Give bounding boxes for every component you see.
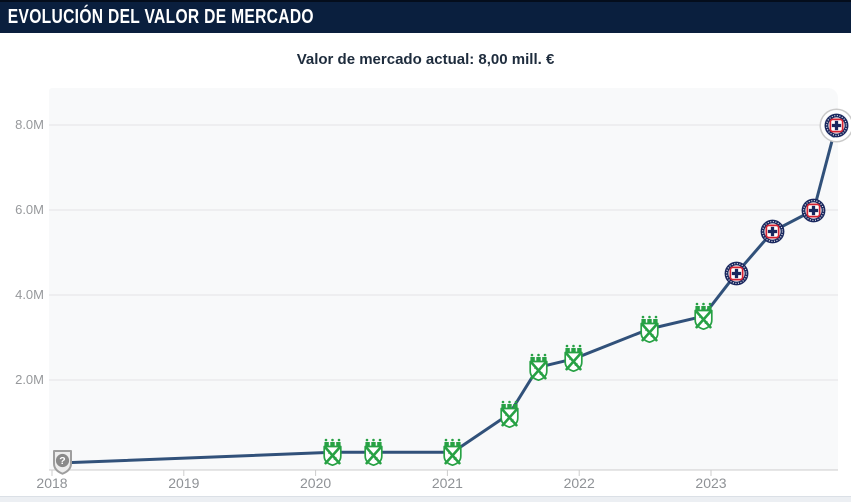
svg-text:A: A	[645, 327, 649, 332]
atletico-nacional-badge-icon: A N	[323, 438, 342, 466]
svg-text:A: A	[369, 450, 373, 455]
atletico-nacional-badge-icon: A N	[364, 438, 383, 466]
svg-text:?: ?	[59, 456, 65, 468]
svg-text:N: N	[334, 456, 337, 461]
y-axis-label: 4.0M	[15, 287, 44, 302]
data-point-unknown-club[interactable]: ?	[51, 449, 74, 476]
data-point-cruz-azul[interactable]	[760, 219, 785, 244]
next-section-edge	[0, 496, 851, 502]
x-axis-label: 2023	[695, 475, 727, 491]
cruz-azul-badge-icon	[760, 219, 785, 244]
data-point-atletico-nacional[interactable]: A N	[499, 400, 520, 429]
unknown-club-badge-icon: ?	[53, 450, 72, 476]
data-point-atletico-nacional[interactable]: A N	[639, 315, 660, 344]
x-axis-label: 2021	[431, 475, 463, 491]
svg-text:N: N	[704, 320, 707, 325]
section-title: EVOLUCIÓN DEL VALOR DE MERCADO	[7, 6, 314, 28]
atletico-nacional-badge-icon: A N	[443, 438, 462, 466]
svg-text:N: N	[650, 333, 653, 338]
data-point-cruz-azul[interactable]	[801, 198, 826, 223]
y-axis-label: 6.0M	[15, 202, 44, 217]
data-point-atletico-nacional[interactable]: A N	[363, 438, 384, 467]
x-axis-label: 2019	[168, 475, 200, 491]
atletico-nacional-badge-icon: A N	[529, 353, 548, 381]
current-market-value-text: Valor de mercado actual: 8,00 mill. €	[296, 51, 555, 68]
x-axis-label: 2018	[36, 475, 68, 491]
market-value-line	[61, 123, 838, 465]
svg-text:A: A	[569, 356, 573, 361]
atletico-nacional-badge-icon: A N	[500, 400, 519, 428]
cruz-azul-badge-icon	[824, 113, 849, 137]
y-axis-label: 8.0M	[15, 117, 44, 132]
atletico-nacional-badge-icon: A N	[564, 344, 584, 373]
svg-text:A: A	[534, 365, 538, 370]
section-header: EVOLUCIÓN DEL VALOR DE MERCADO	[0, 0, 851, 33]
data-point-atletico-nacional[interactable]: A N	[322, 438, 343, 467]
data-point-atletico-nacional[interactable]: A N	[693, 302, 714, 331]
y-axis-label: 2.0M	[15, 372, 44, 387]
svg-text:N: N	[510, 418, 513, 423]
chart-plot-area	[49, 88, 838, 470]
data-point-atletico-nacional[interactable]: A N	[528, 353, 549, 382]
x-axis-label: 2020	[300, 475, 332, 491]
atletico-nacional-badge-icon: A N	[639, 315, 659, 343]
svg-text:A: A	[699, 314, 703, 319]
svg-text:N: N	[454, 456, 457, 461]
data-point-atletico-nacional[interactable]: A N	[442, 438, 463, 467]
cruz-azul-badge-icon	[801, 198, 826, 222]
svg-text:N: N	[539, 371, 542, 376]
data-point-atletico-nacional[interactable]: A N	[563, 344, 584, 373]
svg-text:A: A	[505, 412, 509, 417]
data-point-cruz-azul[interactable]	[724, 261, 749, 286]
svg-text:A: A	[328, 450, 332, 455]
atletico-nacional-badge-icon: A N	[693, 302, 713, 330]
x-axis-label: 2022	[563, 475, 595, 491]
svg-text:N: N	[375, 456, 378, 461]
cruz-azul-badge-icon	[724, 261, 748, 286]
svg-text:N: N	[575, 362, 578, 367]
svg-text:A: A	[448, 450, 452, 455]
data-point-cruz-azul[interactable]	[824, 113, 849, 138]
